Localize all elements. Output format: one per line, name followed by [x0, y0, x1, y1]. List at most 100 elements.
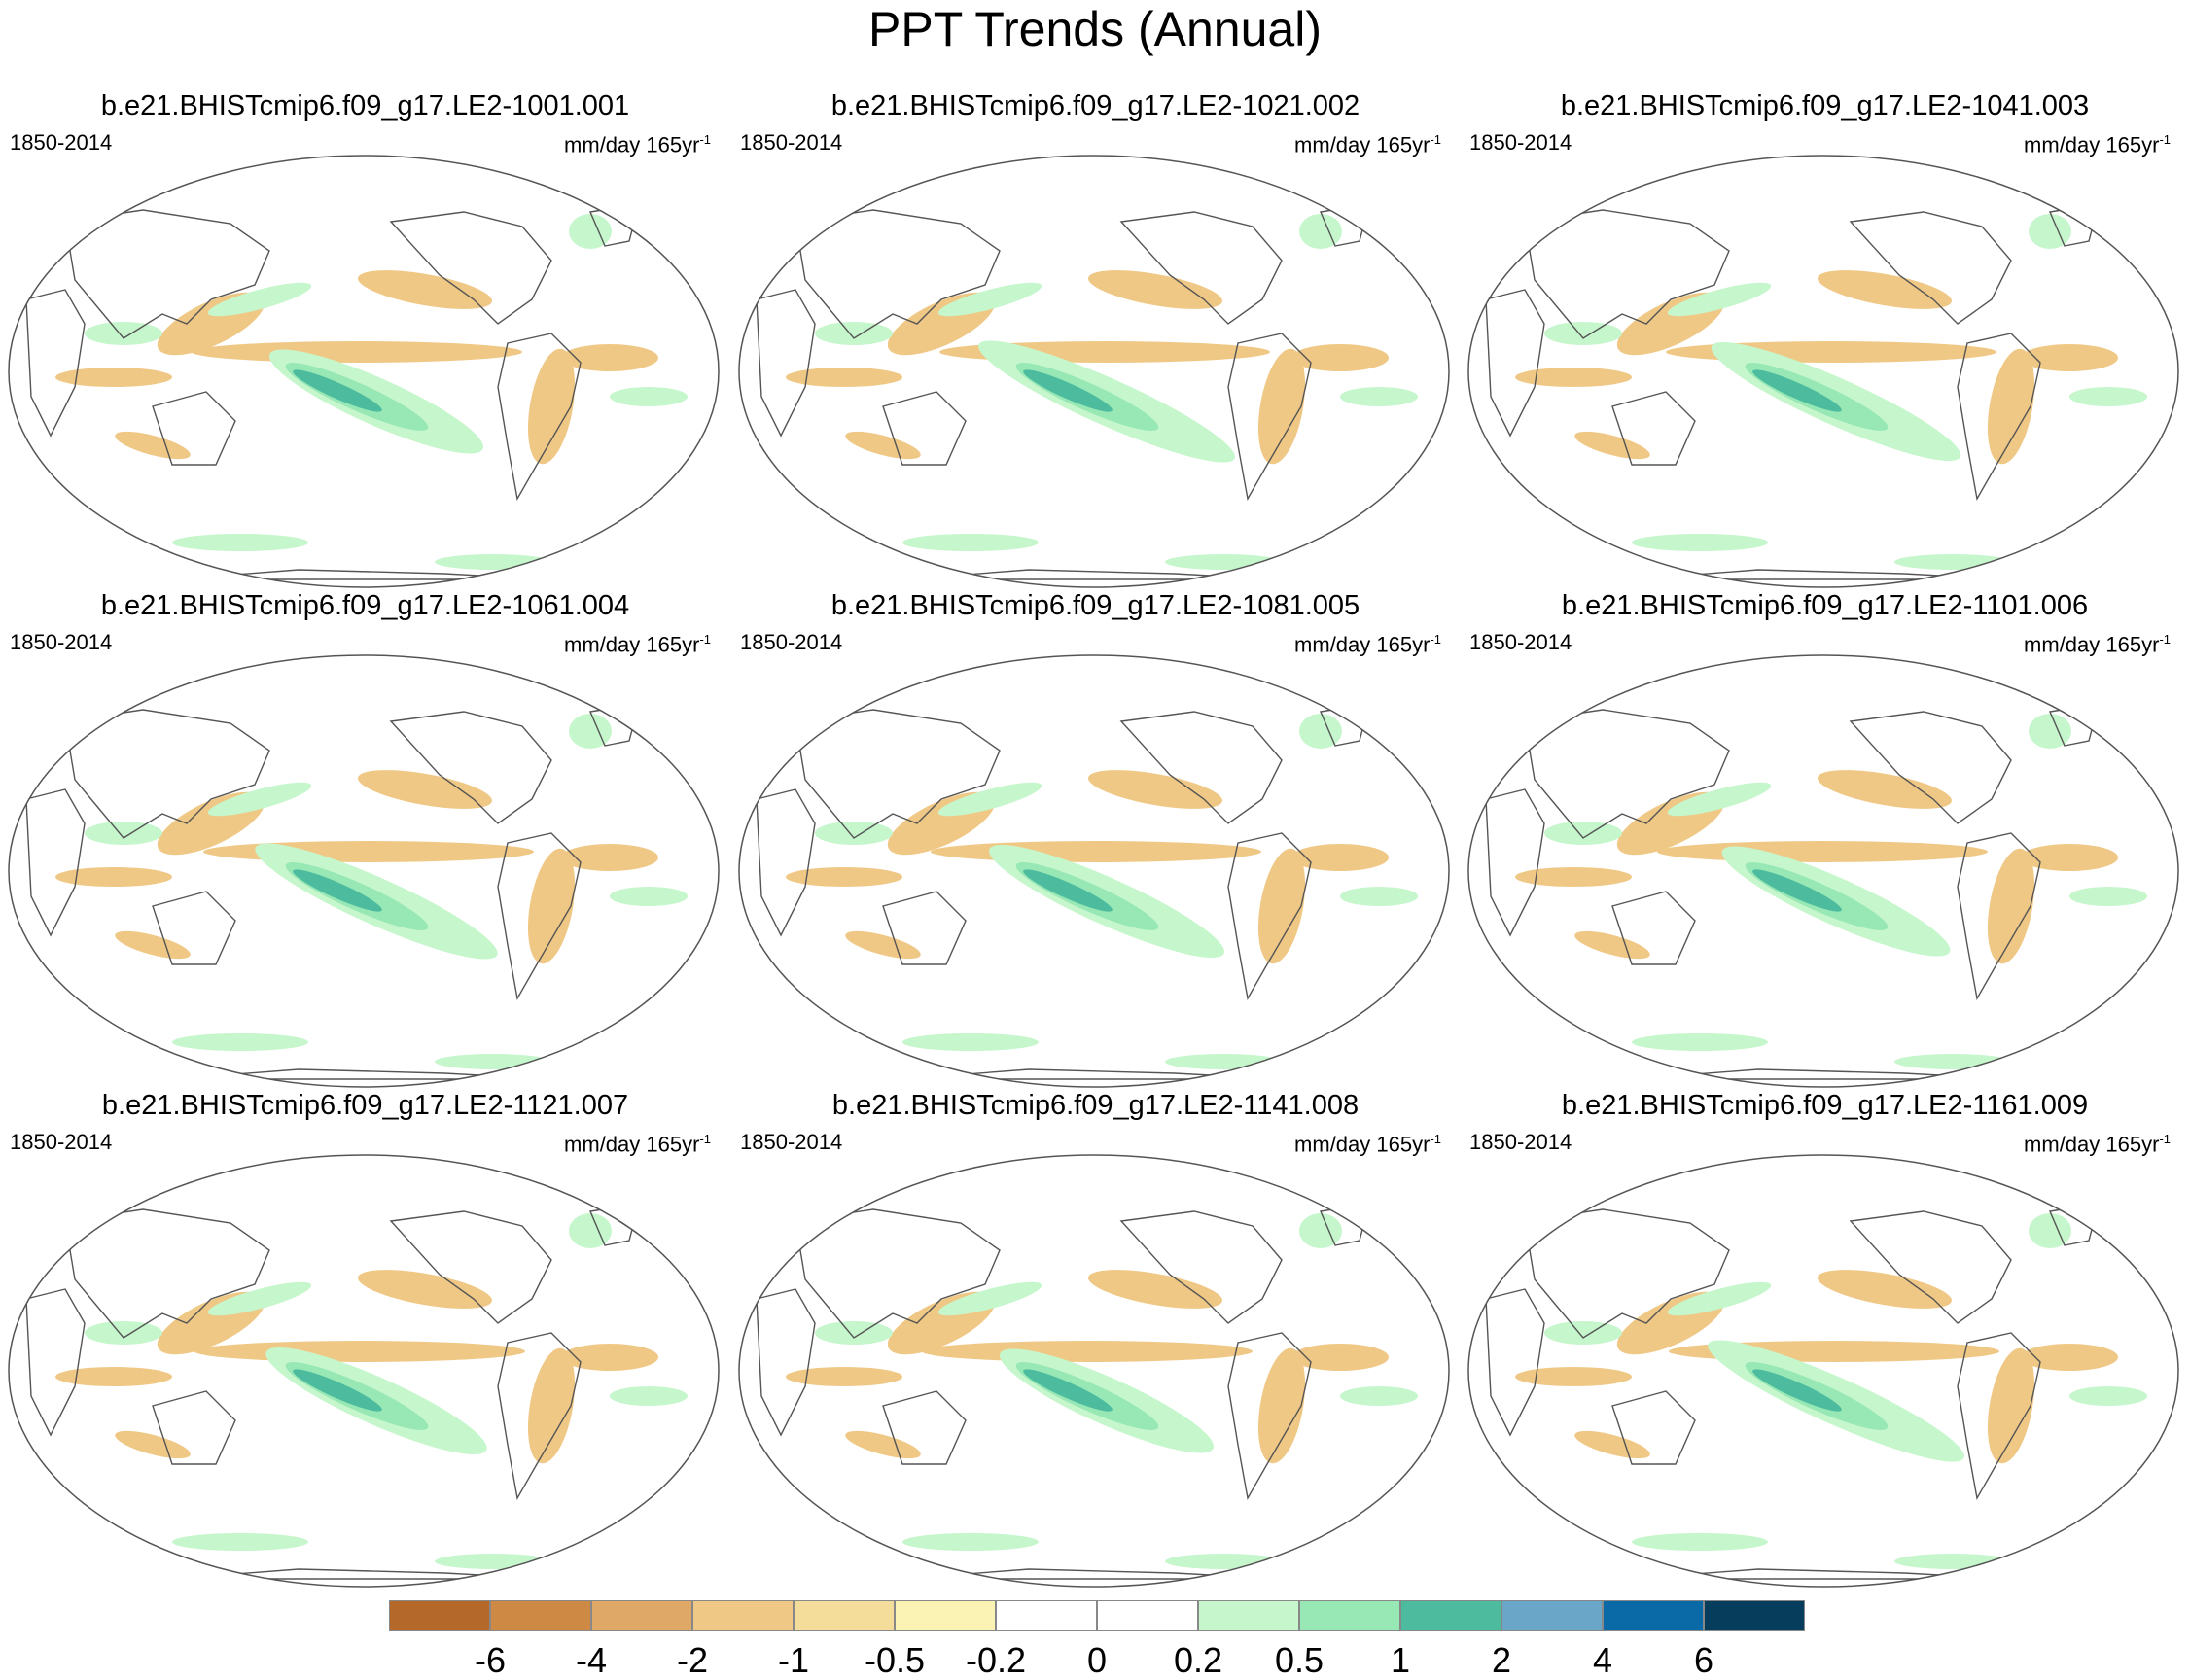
coastline	[1957, 332, 2041, 502]
colorbar-swatch	[794, 1600, 895, 1631]
trend-patch	[1165, 1054, 1282, 1069]
trend-patch	[1667, 782, 1772, 817]
trend-patch	[527, 848, 576, 964]
colorbar-label: -6	[474, 1640, 506, 1680]
colorbar-swatch	[1603, 1600, 1704, 1631]
trend-patch	[1574, 1430, 1650, 1459]
coastline	[1227, 832, 1312, 1001]
trend-patch	[561, 344, 658, 371]
coastline	[152, 891, 236, 965]
trend-patch	[1632, 534, 1768, 551]
trend-patch	[1632, 1033, 1768, 1051]
trend-patch	[1632, 1533, 1768, 1551]
trend-patch	[1088, 270, 1222, 309]
units-text: mm/day 165yr	[2024, 132, 2160, 158]
trend-patch	[1088, 770, 1222, 809]
coastline	[1631, 1568, 2012, 1580]
trend-patch	[1340, 387, 1418, 406]
units-text: mm/day 165yr	[1294, 632, 1431, 657]
trend-patch	[845, 1430, 921, 1459]
coastline	[1849, 711, 2012, 824]
colorbar-label: 2	[1491, 1640, 1512, 1680]
robinson-map	[738, 654, 1450, 1088]
colorbar-swatch	[1501, 1600, 1603, 1631]
units-text: mm/day 165yr	[564, 632, 700, 657]
trend-patch	[1088, 1270, 1222, 1309]
trend-patch	[902, 1533, 1039, 1551]
trend-patch	[845, 930, 921, 960]
colorbar-label: -4	[575, 1640, 607, 1680]
coastline	[389, 1210, 552, 1324]
trend-patch	[1515, 368, 1632, 387]
trend-patch	[2069, 387, 2147, 406]
panel-units: mm/day 165yr-1	[2024, 1127, 2171, 1157]
units-text: mm/day 165yr	[1294, 132, 1431, 158]
trend-patch	[2029, 1213, 2071, 1248]
colorbar-swatch	[1299, 1600, 1400, 1631]
trend-patch	[1515, 867, 1632, 887]
trend-patch	[358, 270, 492, 309]
trend-patch	[815, 322, 893, 345]
panel-units: mm/day 165yr-1	[2024, 127, 2171, 158]
robinson-map	[1467, 155, 2179, 588]
coastline	[1524, 209, 1730, 339]
coastline	[25, 788, 86, 937]
panel-units: mm/day 165yr-1	[2024, 627, 2171, 657]
coastline	[497, 832, 582, 1001]
coastline	[389, 711, 552, 824]
coastline	[882, 1390, 967, 1465]
trend-patch	[2029, 214, 2071, 249]
trend-patch	[1165, 1554, 1282, 1569]
coastline	[756, 289, 816, 438]
trend-patch	[1894, 1054, 2011, 1069]
trend-patch	[815, 1321, 893, 1345]
trend-patch	[1987, 1348, 2035, 1464]
trend-patch	[203, 841, 534, 862]
trend-patch	[1667, 282, 1772, 317]
trend-patch	[172, 1533, 308, 1551]
panel-period: 1850-2014	[740, 630, 843, 654]
coastline	[171, 1568, 552, 1580]
panel-title: b.e21.BHISTcmip6.f09_g17.LE2-1101.006	[1561, 590, 2089, 621]
trend-patch	[527, 1348, 576, 1464]
colorbar-swatch	[1400, 1600, 1501, 1631]
map-panel: b.e21.BHISTcmip6.f09_g17.LE2-1101.006 185…	[1460, 589, 2190, 1090]
trend-patch	[435, 554, 551, 570]
coastline	[901, 1568, 1283, 1580]
colorbar-swatch	[1097, 1600, 1198, 1631]
trend-patch	[610, 1386, 688, 1406]
map-panel: b.e21.BHISTcmip6.f09_g17.LE2-1081.005 185…	[730, 589, 1461, 1090]
trend-patch	[85, 822, 162, 845]
trend-patch	[85, 1321, 162, 1345]
map-panel: b.e21.BHISTcmip6.f09_g17.LE2-1041.003 185…	[1460, 89, 2190, 590]
units-exponent: -1	[699, 632, 711, 647]
trend-patch	[1818, 270, 1952, 309]
coastline	[25, 289, 86, 438]
coastline	[882, 391, 967, 466]
map-frame	[1467, 155, 2179, 588]
panel-units: mm/day 165yr-1	[1294, 1127, 1441, 1157]
coastline	[1611, 391, 1696, 466]
coastline	[171, 1068, 552, 1080]
units-exponent: -1	[2159, 132, 2171, 147]
trend-patch	[172, 534, 308, 551]
units-exponent: -1	[1430, 632, 1441, 647]
trend-patch	[115, 930, 191, 960]
trend-patch	[1544, 1321, 1622, 1345]
trend-patch	[207, 1281, 312, 1316]
coastline	[1849, 1210, 2012, 1324]
colorbar-label: 6	[1693, 1640, 1714, 1680]
coastline	[882, 891, 967, 965]
trend-patch	[561, 844, 658, 871]
trend-patch	[937, 1281, 1042, 1316]
coastline	[901, 1068, 1283, 1080]
coastline	[64, 1208, 270, 1339]
colorbar-swatch	[490, 1600, 591, 1631]
trend-patch	[610, 387, 688, 406]
units-text: mm/day 165yr	[2024, 1132, 2160, 1157]
panel-units: mm/day 165yr-1	[564, 1127, 711, 1157]
map-frame	[8, 1154, 720, 1588]
coastline	[901, 569, 1283, 580]
trend-patch	[527, 348, 576, 465]
trend-patch	[1818, 1270, 1952, 1309]
